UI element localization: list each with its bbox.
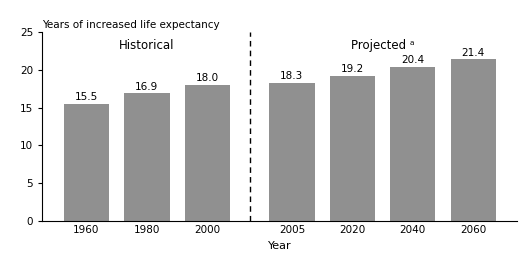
Text: 20.4: 20.4 [401, 55, 425, 65]
Bar [390, 67, 436, 221]
Bar [269, 83, 315, 221]
Bar [124, 93, 169, 221]
Text: Projected ᵃ: Projected ᵃ [351, 39, 414, 52]
Bar [64, 104, 109, 221]
Text: 21.4: 21.4 [461, 48, 485, 58]
Bar [329, 76, 375, 221]
Text: 18.3: 18.3 [280, 71, 304, 81]
X-axis label: Year: Year [268, 241, 291, 251]
Bar [450, 59, 496, 221]
Text: 16.9: 16.9 [135, 82, 158, 92]
Text: 18.0: 18.0 [196, 73, 219, 83]
Text: Years of increased life expectancy: Years of increased life expectancy [42, 20, 220, 30]
Bar [185, 85, 230, 221]
Text: 15.5: 15.5 [75, 92, 98, 102]
Text: Historical: Historical [119, 39, 175, 52]
Text: 19.2: 19.2 [341, 65, 364, 75]
